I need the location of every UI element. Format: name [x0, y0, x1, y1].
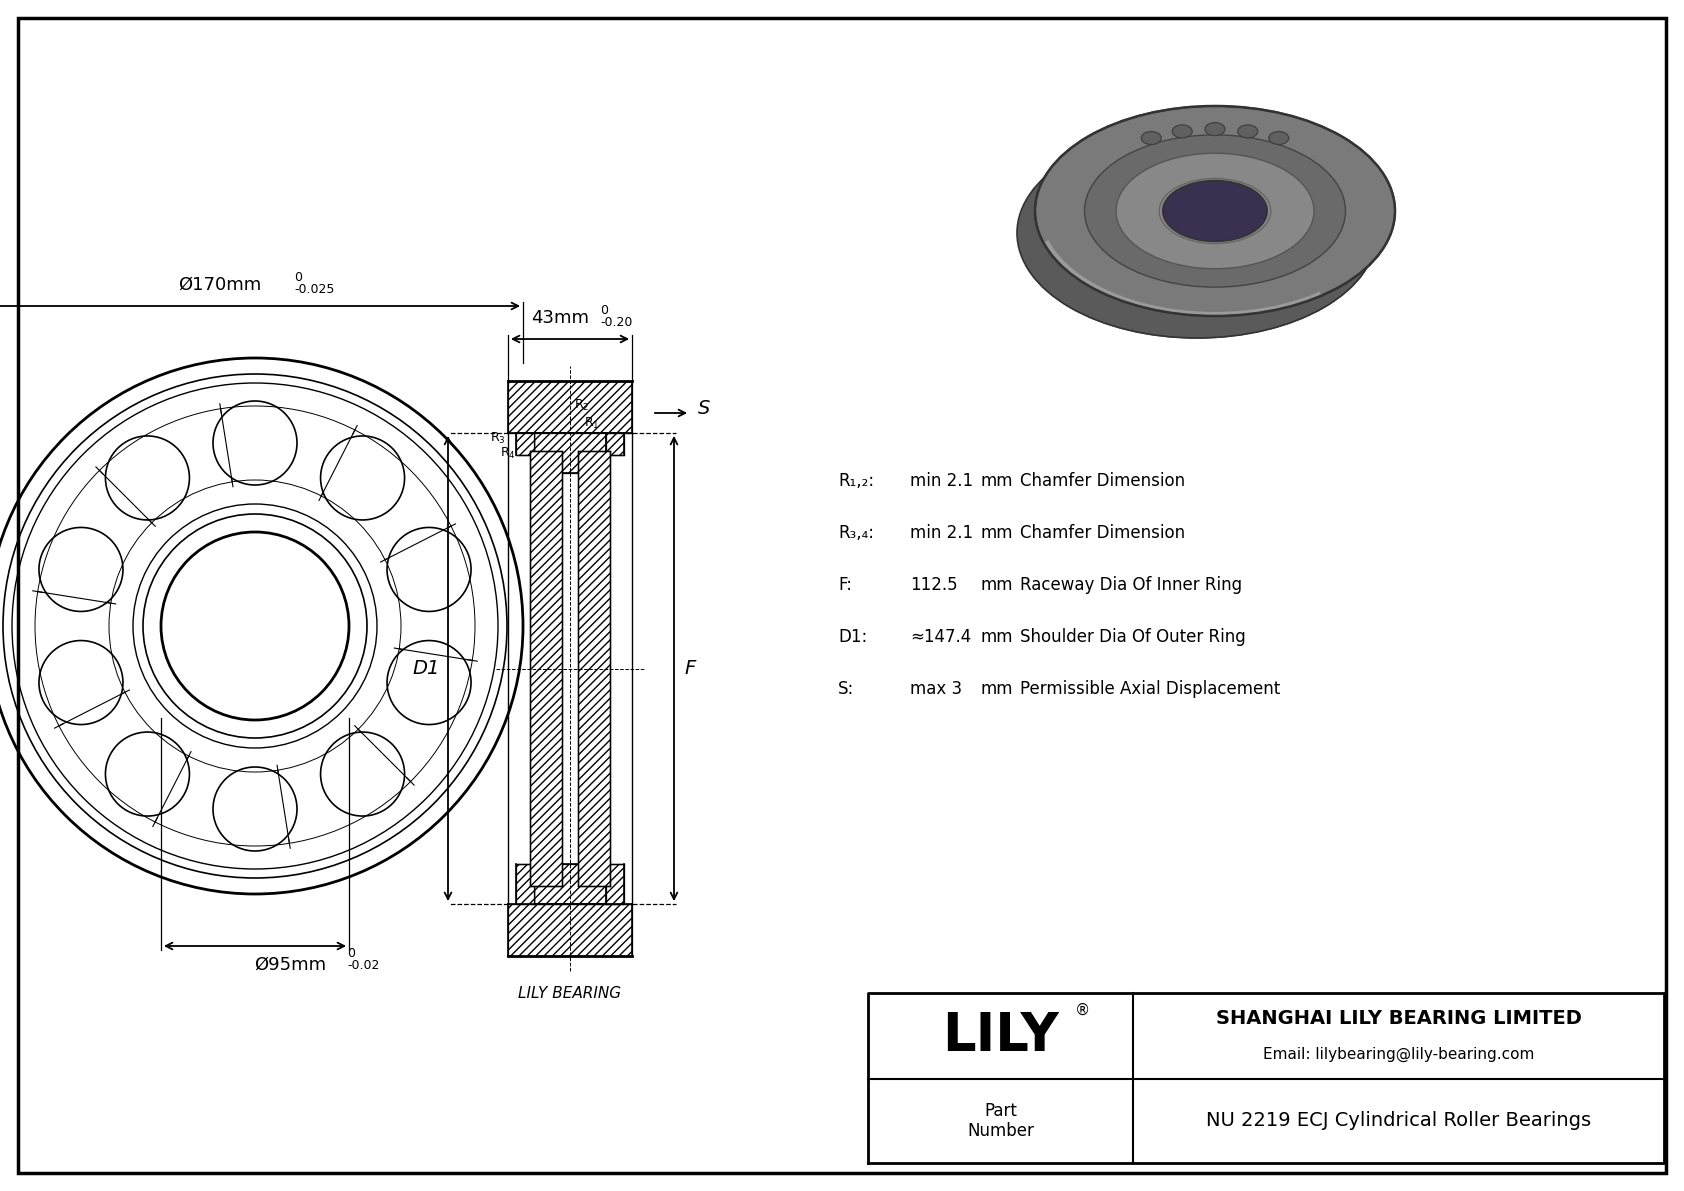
Text: S: S — [697, 399, 711, 418]
Bar — [534, 434, 606, 473]
Polygon shape — [1026, 243, 1386, 338]
Text: max 3: max 3 — [909, 680, 962, 698]
Text: LILY BEARING: LILY BEARING — [519, 986, 621, 1000]
Text: min 2.1: min 2.1 — [909, 524, 973, 542]
Ellipse shape — [1206, 123, 1224, 136]
Text: SHANGHAI LILY BEARING LIMITED: SHANGHAI LILY BEARING LIMITED — [1216, 1009, 1581, 1028]
Bar — [509, 904, 632, 956]
Text: Part
Number: Part Number — [967, 1102, 1034, 1141]
Text: -0.20: -0.20 — [600, 316, 633, 329]
Ellipse shape — [1036, 106, 1394, 316]
Bar — [509, 381, 632, 434]
Text: mm: mm — [980, 628, 1012, 646]
Text: Chamfer Dimension: Chamfer Dimension — [1021, 472, 1186, 490]
Text: S:: S: — [839, 680, 854, 698]
Ellipse shape — [1172, 125, 1192, 138]
Text: ≈147.4: ≈147.4 — [909, 628, 972, 646]
Ellipse shape — [1162, 181, 1266, 242]
Text: D1: D1 — [413, 659, 440, 678]
Text: NU 2219 ECJ Cylindrical Roller Bearings: NU 2219 ECJ Cylindrical Roller Bearings — [1206, 1111, 1591, 1130]
Ellipse shape — [1268, 131, 1288, 144]
Bar — [534, 863, 606, 904]
Text: Shoulder Dia Of Outer Ring: Shoulder Dia Of Outer Ring — [1021, 628, 1246, 646]
Text: mm: mm — [980, 680, 1012, 698]
Ellipse shape — [1238, 125, 1258, 138]
Text: LILY: LILY — [941, 1010, 1059, 1062]
Text: 0: 0 — [295, 272, 301, 283]
Bar — [515, 434, 534, 455]
Text: Chamfer Dimension: Chamfer Dimension — [1021, 524, 1186, 542]
Bar — [578, 451, 610, 886]
Ellipse shape — [1143, 201, 1251, 264]
Ellipse shape — [1142, 131, 1162, 144]
Ellipse shape — [1017, 127, 1378, 338]
Text: 112.5: 112.5 — [909, 576, 958, 594]
Text: mm: mm — [980, 472, 1012, 490]
Text: ®: ® — [1074, 1003, 1090, 1017]
Text: R$_3$: R$_3$ — [490, 430, 505, 445]
Bar — [530, 451, 562, 886]
Text: 0: 0 — [600, 304, 608, 317]
Text: -0.025: -0.025 — [295, 283, 335, 297]
Text: R$_4$: R$_4$ — [500, 445, 515, 461]
Bar — [515, 863, 534, 904]
Ellipse shape — [1084, 135, 1346, 287]
Text: -0.02: -0.02 — [347, 959, 379, 972]
Text: F:: F: — [839, 576, 852, 594]
Text: Permissible Axial Displacement: Permissible Axial Displacement — [1021, 680, 1280, 698]
Ellipse shape — [1116, 154, 1314, 269]
Text: 43mm: 43mm — [530, 308, 589, 328]
Text: R$_2$: R$_2$ — [574, 398, 589, 412]
Text: Email: lilybearing@lily-bearing.com: Email: lilybearing@lily-bearing.com — [1263, 1047, 1534, 1061]
Polygon shape — [1026, 241, 1386, 328]
Text: mm: mm — [980, 524, 1012, 542]
Text: F: F — [684, 659, 695, 678]
Text: Ø170mm: Ø170mm — [179, 276, 261, 294]
Text: Raceway Dia Of Inner Ring: Raceway Dia Of Inner Ring — [1021, 576, 1243, 594]
Text: 0: 0 — [347, 947, 355, 960]
Text: min 2.1: min 2.1 — [909, 472, 973, 490]
Bar — [606, 434, 625, 455]
Text: Ø95mm: Ø95mm — [254, 956, 327, 974]
Text: R₃,₄:: R₃,₄: — [839, 524, 874, 542]
Text: mm: mm — [980, 576, 1012, 594]
Text: R₁,₂:: R₁,₂: — [839, 472, 874, 490]
Text: R$_1$: R$_1$ — [584, 416, 600, 431]
Text: D1:: D1: — [839, 628, 867, 646]
Bar — [606, 863, 625, 904]
